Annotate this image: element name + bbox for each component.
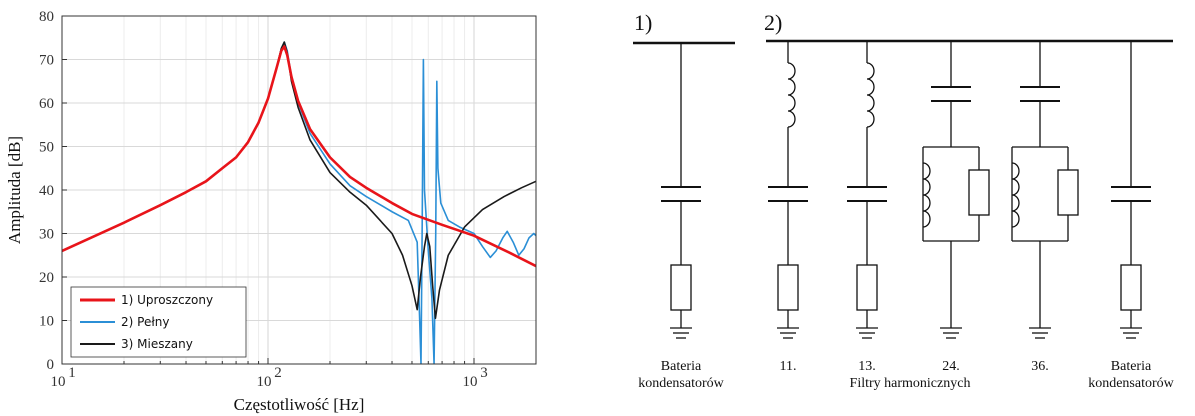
filter-13 — [847, 41, 887, 339]
y-axis-label: Amplituda [dB] — [5, 136, 24, 244]
y-tick-label: 40 — [39, 183, 54, 199]
filter-36 — [1011, 41, 1079, 339]
y-tick-label: 30 — [39, 227, 54, 243]
x-tick-label: 10 — [256, 374, 271, 390]
diagram-captions: Bateria kondensatorów 11. 13. 24. 36. Fi… — [638, 359, 1174, 391]
caption-bat1-line2: kondensatorów — [638, 376, 724, 391]
capacitor-bank-1 — [661, 43, 701, 339]
x-tick-exponent: 2 — [274, 365, 282, 381]
capacitor-bank-2 — [1111, 41, 1151, 339]
legend-label-pelny: 2) Pełny — [121, 315, 169, 329]
y-tick-label: 80 — [39, 9, 54, 25]
x-tick-label: 10 — [462, 374, 477, 390]
y-tick-label: 70 — [39, 53, 54, 69]
caption-bat2-line2: kondensatorów — [1088, 376, 1174, 391]
x-tick-exponent: 3 — [480, 365, 488, 381]
y-tick-label: 50 — [39, 140, 54, 156]
circuit-diagram: 1) 2) — [633, 10, 1175, 391]
x-tick-label: 10 — [51, 374, 66, 390]
y-tick-label: 20 — [39, 270, 54, 286]
x-tick-exponent: 1 — [68, 365, 76, 381]
caption-bat2-line1: Bateria — [1111, 359, 1152, 374]
caption-filter-24: 24. — [942, 359, 960, 374]
label-scenario-2: 2) — [764, 10, 782, 35]
y-tick-label: 0 — [47, 357, 55, 373]
series-line-1 — [62, 45, 536, 268]
filter-24 — [922, 41, 990, 339]
caption-filter-11: 11. — [780, 359, 797, 374]
x-axis-label: Częstotliwość [Hz] — [234, 395, 365, 414]
legend-label-uproszczony: 1) Uproszczony — [121, 293, 213, 307]
series-lines — [62, 41, 536, 364]
caption-bat1-line1: Bateria — [661, 359, 702, 374]
caption-filter-13: 13. — [858, 359, 876, 374]
caption-filter-36: 36. — [1031, 359, 1049, 374]
legend: 1) Uproszczony 2) Pełny 3) Mieszany — [70, 286, 247, 358]
legend-label-mieszany: 3) Mieszany — [121, 337, 193, 351]
y-tick-label: 10 — [39, 314, 54, 330]
caption-filters: Filtry harmonicznych — [850, 376, 971, 391]
filter-11 — [768, 41, 808, 339]
y-tick-label: 60 — [39, 96, 54, 112]
label-scenario-1: 1) — [634, 10, 652, 35]
